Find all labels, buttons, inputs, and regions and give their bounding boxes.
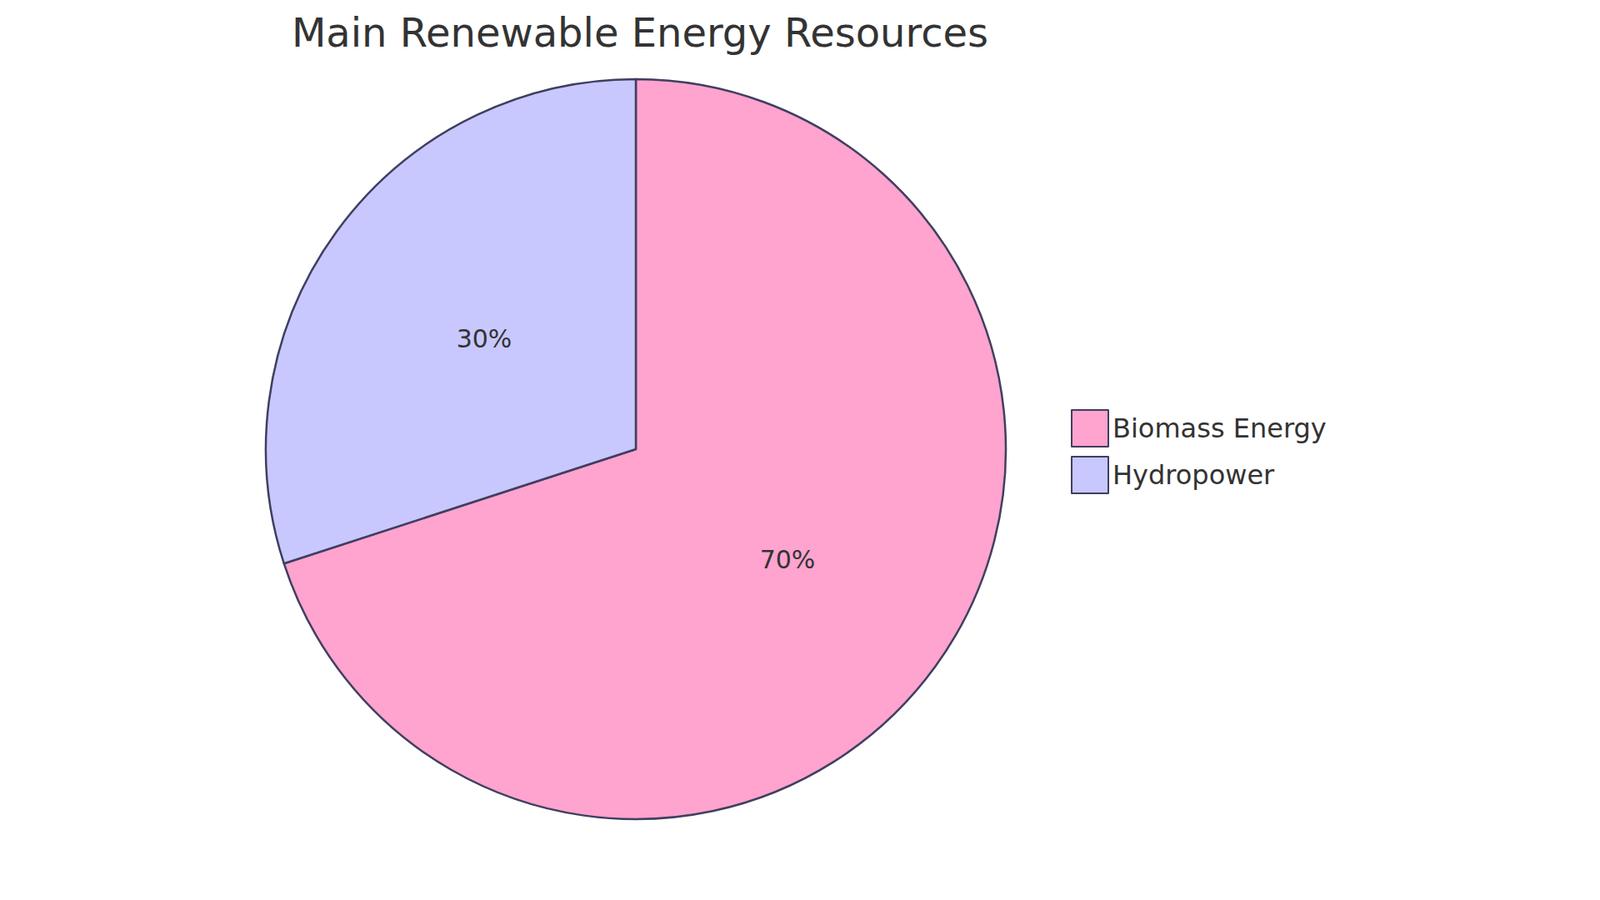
svg-text:70%: 70% [760, 545, 816, 575]
svg-text:Biomass Energy: Biomass Energy [1112, 412, 1327, 445]
svg-text:30%: 30% [456, 324, 513, 354]
svg-text:Hydropower: Hydropower [1112, 459, 1275, 491]
svg-text:Main Renewable Energy Resource: Main Renewable Energy Resources [291, 9, 989, 56]
